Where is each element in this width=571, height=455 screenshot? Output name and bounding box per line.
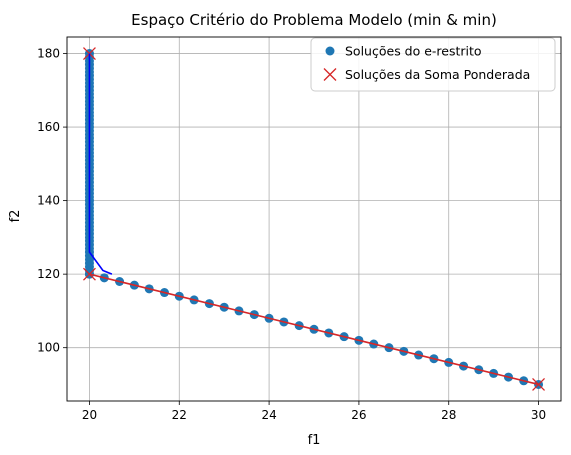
axis-ticks: 20 22 24 26 28 30 100 120 140 160 180	[37, 47, 546, 422]
legend-x-marker	[323, 68, 337, 81]
x-tick-label: 28	[441, 408, 456, 422]
y-tick-label: 140	[37, 194, 60, 208]
x-tick-label: 26	[351, 408, 366, 422]
legend-marker-e-restrito	[325, 46, 335, 56]
y-tick-label: 120	[37, 267, 60, 281]
x-stroke	[323, 68, 337, 81]
x-tick-label: 30	[531, 408, 546, 422]
x-tick-label: 24	[261, 408, 276, 422]
series-lines	[88, 53, 539, 386]
y-axis-label: f2	[8, 210, 23, 223]
y-tick-label: 180	[37, 47, 60, 61]
legend: Soluções do e-restrito Soluções da Soma …	[310, 37, 556, 92]
legend-label-soma-ponderada: Soluções da Soma Ponderada	[345, 67, 530, 82]
plot-frame	[66, 36, 562, 402]
legend-label-e-restrito: Soluções do e-restrito	[345, 44, 482, 59]
y-tick-label: 160	[37, 120, 60, 134]
chart-title: Espaço Critério do Problema Modelo (min …	[131, 11, 497, 29]
x-axis-label: f1	[308, 433, 321, 448]
legend-marker-soma-ponderada	[323, 68, 337, 81]
soma-ponderada-line	[89, 273, 539, 386]
e-restrito-line	[88, 53, 113, 275]
legend-frame	[310, 37, 556, 92]
y-tick-label: 100	[37, 341, 60, 355]
x-tick-label: 20	[82, 408, 97, 422]
x-tick-label: 22	[172, 408, 187, 422]
